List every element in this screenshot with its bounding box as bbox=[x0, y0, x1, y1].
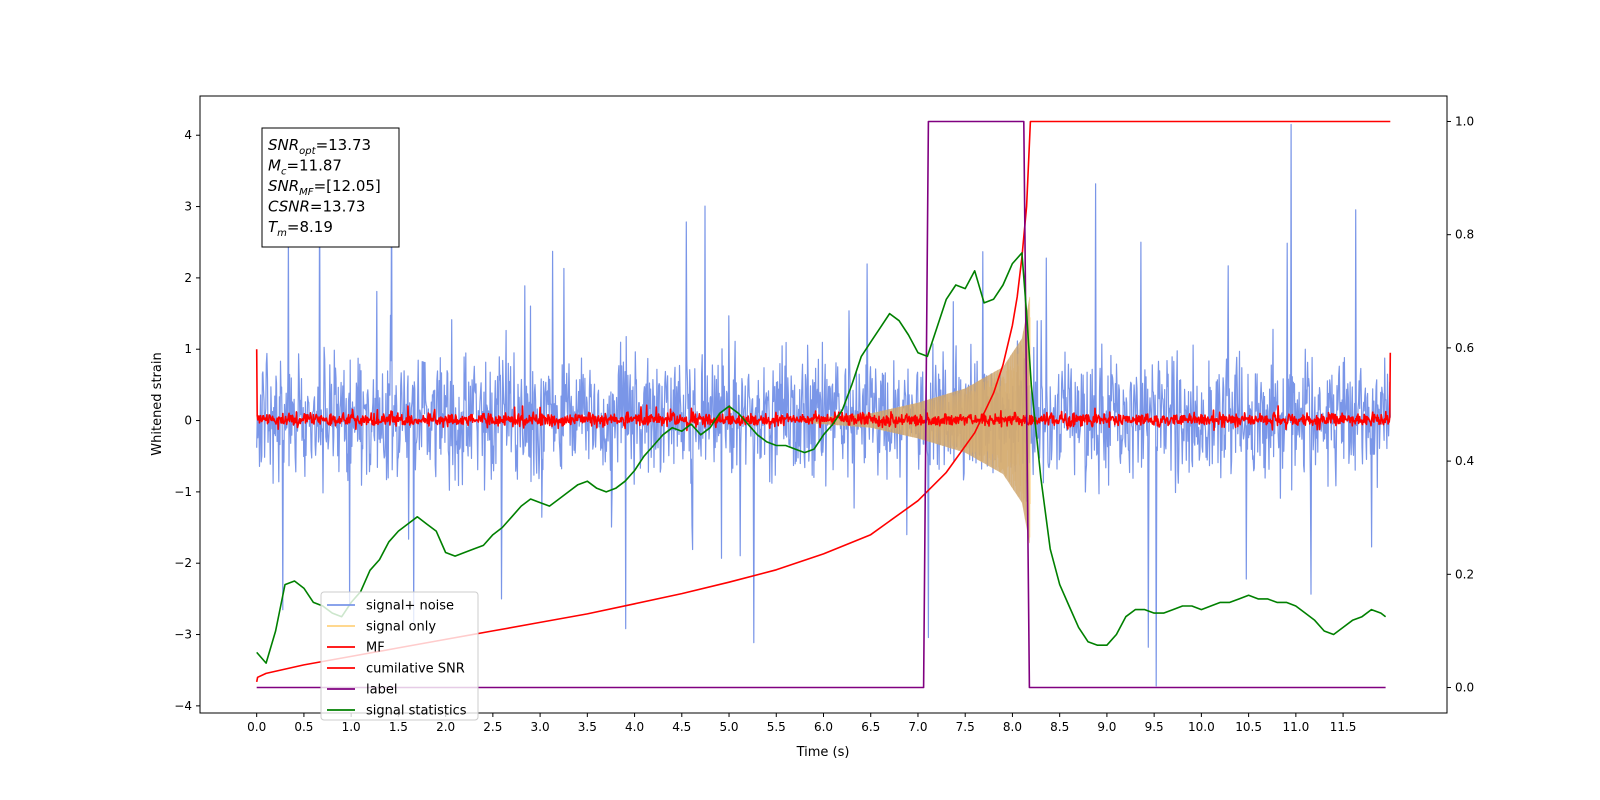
legend-frame bbox=[320, 591, 479, 721]
x-tick-label: 11.5 bbox=[1330, 720, 1357, 734]
y-right-tick-label: 0.2 bbox=[1455, 567, 1474, 581]
y-tick-label: −2 bbox=[174, 556, 192, 570]
annotation-line: SNRopt=13.73 bbox=[268, 136, 371, 157]
x-tick-label: 4.0 bbox=[625, 720, 644, 734]
x-tick-label: 9.5 bbox=[1145, 720, 1164, 734]
y-right-tick-label: 1.0 bbox=[1455, 114, 1474, 128]
x-tick-label: 8.5 bbox=[1050, 720, 1069, 734]
x-tick-label: 10.5 bbox=[1235, 720, 1262, 734]
y-tick-label: 4 bbox=[184, 128, 192, 142]
y-right-tick-label: 0.4 bbox=[1455, 454, 1474, 468]
series-label bbox=[256, 120, 1386, 689]
x-tick-label: 5.5 bbox=[767, 720, 786, 734]
x-tick-label: 5.0 bbox=[719, 720, 738, 734]
x-tick-label: 11.0 bbox=[1282, 720, 1309, 734]
y-tick-label: −1 bbox=[174, 485, 192, 499]
y-tick-label: 3 bbox=[184, 200, 192, 214]
series-mf bbox=[255, 349, 1392, 432]
annotation-line: CSNR=13.73 bbox=[268, 198, 365, 216]
x-tick-label: 6.0 bbox=[814, 720, 833, 734]
x-tick-label: 2.5 bbox=[483, 720, 502, 734]
x-tick-label: 2.0 bbox=[436, 720, 455, 734]
legend: signal+ noise signal only MF cumilative SNR… bbox=[320, 591, 479, 721]
y-right-tick-label: 0.8 bbox=[1455, 228, 1474, 242]
y-tick-label: 0 bbox=[184, 414, 192, 428]
series-signal-statistics bbox=[256, 252, 1387, 664]
legend-label-signal-statistics: signal statistics bbox=[366, 704, 467, 719]
legend-label-label: label bbox=[366, 683, 397, 698]
legend-label-signal-noise: signal+ noise bbox=[366, 599, 454, 614]
x-tick-label: 3.0 bbox=[531, 720, 550, 734]
x-tick-label: 0.0 bbox=[247, 720, 266, 734]
series-signal-noise bbox=[256, 123, 1391, 687]
y-axis-label: Whitened strain bbox=[150, 352, 165, 455]
y-axis-left: −4 −3 −2 −1 0 1 2 3 4 bbox=[174, 128, 200, 713]
x-tick-label: 4.5 bbox=[672, 720, 691, 734]
legend-label-signal-only: signal only bbox=[366, 620, 436, 635]
y-tick-label: −4 bbox=[174, 699, 192, 713]
x-tick-label: 8.0 bbox=[1003, 720, 1022, 734]
annotation-frame bbox=[261, 127, 400, 248]
x-tick-label: 9.0 bbox=[1097, 720, 1116, 734]
legend-label-mf: MF bbox=[366, 641, 385, 656]
x-tick-label: 0.5 bbox=[294, 720, 313, 734]
annotation-box: SNRopt=13.73Mc=11.87SNRMF=[12.05]CSNR=13… bbox=[261, 127, 400, 248]
y-axis-right: 0.0 0.2 0.4 0.6 0.8 1.0 bbox=[1447, 114, 1474, 695]
annotation-line: Mc=11.87 bbox=[268, 157, 342, 178]
y-tick-label: −3 bbox=[174, 628, 192, 642]
annotation-line: Tm=8.19 bbox=[268, 218, 333, 239]
annotation-line: SNRMF=[12.05] bbox=[268, 177, 381, 198]
x-axis: 0.0 0.5 1.0 1.5 2.0 2.5 3.0 3.5 4.0 4.5 5.0 5.5 6.0 6… bbox=[247, 713, 1356, 734]
legend-label-cumilative-snr: cumilative SNR bbox=[366, 662, 465, 677]
x-tick-label: 3.5 bbox=[578, 720, 597, 734]
x-tick-label: 7.0 bbox=[908, 720, 927, 734]
x-tick-label: 7.5 bbox=[956, 720, 975, 734]
x-tick-label: 1.0 bbox=[342, 720, 361, 734]
y-right-tick-label: 0.0 bbox=[1455, 681, 1474, 695]
y-right-tick-label: 0.6 bbox=[1455, 341, 1474, 355]
y-tick-label: 2 bbox=[184, 271, 192, 285]
x-tick-label: 6.5 bbox=[861, 720, 880, 734]
x-axis-label: Time (s) bbox=[796, 745, 850, 760]
x-tick-label: 10.0 bbox=[1188, 720, 1215, 734]
x-tick-label: 1.5 bbox=[389, 720, 408, 734]
y-tick-label: 1 bbox=[184, 342, 192, 356]
